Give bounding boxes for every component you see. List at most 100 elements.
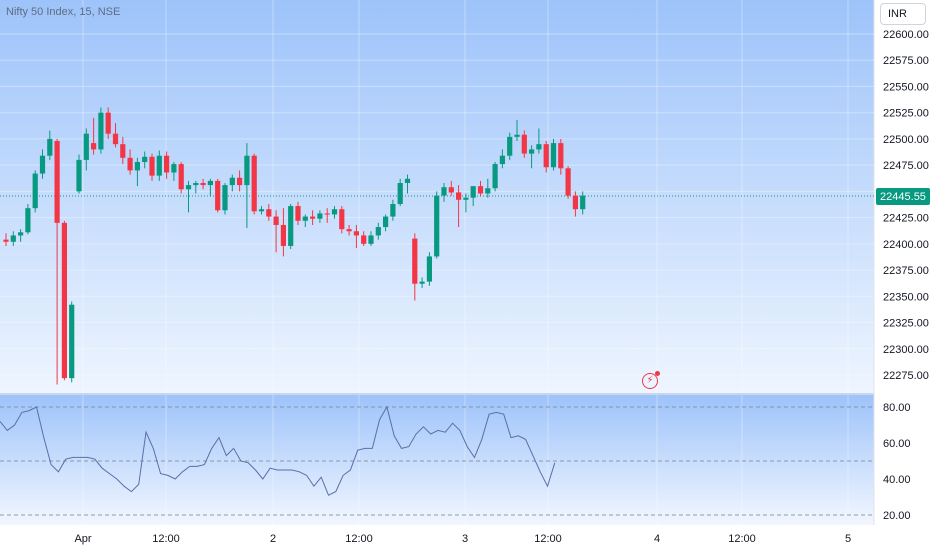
flash-icon[interactable]: ⚡ [642,371,660,389]
candle-body [127,157,133,171]
candle-body [171,164,177,173]
price-tick-label: 22400.00 [883,239,929,251]
candle-body [324,213,330,215]
candle-body [134,162,140,171]
time-tick-label: 12:00 [345,533,373,545]
candle-body [543,144,549,168]
candle-body [112,133,119,145]
candle-body [207,180,213,186]
time-tick-label: 12:00 [534,533,562,545]
candle-body [295,206,301,221]
price-tick-label: 22500.00 [883,134,929,146]
candle-body [404,178,411,183]
candle-body [302,216,308,221]
candle-body [280,224,286,246]
candle-body [426,256,432,282]
time-tick-label: 12:00 [728,533,756,545]
candle-body [76,159,82,192]
candle-body [448,187,454,193]
last-price-label: 22445.55 [876,188,930,205]
candle-body [485,188,491,194]
time-axis [0,525,932,550]
candle-body [10,235,16,242]
candle-body [215,180,221,211]
candle-body [149,156,155,176]
candle-body [185,185,192,190]
candle-body [521,134,527,154]
time-tick-label: 5 [845,533,851,545]
candle-body [193,182,199,186]
price-tick-label: 22600.00 [883,29,929,41]
rsi-tick-label: 20.00 [883,510,911,522]
price-tick-label: 22375.00 [883,265,929,277]
candle-body [317,213,323,219]
candle-body [434,195,440,257]
candle-body [229,177,235,186]
price-tick-label: 22525.00 [883,108,929,120]
candle-body [273,216,279,225]
candle-body [456,192,462,200]
price-tick-label: 22350.00 [883,291,929,303]
candle-body [105,112,111,134]
candle-body [375,227,381,236]
rsi-layer [0,405,874,516]
currency-button[interactable]: INR [880,3,926,25]
candle-body [529,149,535,154]
candle-body [164,155,170,173]
rsi-pane-background [0,395,874,525]
candle-body [383,216,389,228]
candle-body [266,209,272,217]
candle-body [572,195,578,210]
candle-body [550,143,557,168]
rsi-series-line [0,405,556,496]
candle-body [390,203,396,217]
candle-body [331,209,338,215]
candle-body [353,231,359,236]
price-tick-label: 22475.00 [883,160,929,172]
candle-body [441,187,447,196]
candle-body [258,209,265,212]
candle-body [25,208,31,233]
price-tick-label: 22300.00 [883,344,929,356]
time-tick-label: 4 [654,533,660,545]
time-tick-label: 12:00 [152,533,180,545]
candle-body [32,173,38,209]
candle-body [200,182,206,186]
candle-body [39,155,46,174]
time-tick-label: Apr [74,533,91,545]
candle-body [156,155,162,176]
candle-body [565,168,571,196]
candle-body [244,155,250,186]
candle-body [492,164,498,189]
candle-body [477,186,484,194]
price-axis [874,0,932,525]
price-tick-label: 22275.00 [883,370,929,382]
candle-body [463,197,469,200]
candle-body [339,209,345,230]
candle-body [580,195,586,210]
candle-body [54,141,60,223]
candle-body [412,238,418,284]
candle-body [61,222,67,379]
rsi-tick-label: 80.00 [883,402,911,414]
candle-body [120,144,126,158]
candle-body [397,182,403,204]
price-tick-label: 22575.00 [883,55,929,67]
candle-body [251,155,257,212]
price-tick-label: 22325.00 [883,318,929,330]
candle-body [499,155,505,165]
price-tick-label: 22550.00 [883,81,929,93]
candle-body [91,143,97,150]
candle-body [47,138,53,156]
candle-body [142,156,148,163]
candle-body [536,144,542,150]
candle-body [419,281,425,284]
candle-body [346,229,352,232]
time-tick-label: 2 [270,533,276,545]
rsi-tick-label: 40.00 [883,474,911,486]
candle-body [83,133,89,160]
candle-body [98,112,104,150]
candle-body [3,239,9,242]
